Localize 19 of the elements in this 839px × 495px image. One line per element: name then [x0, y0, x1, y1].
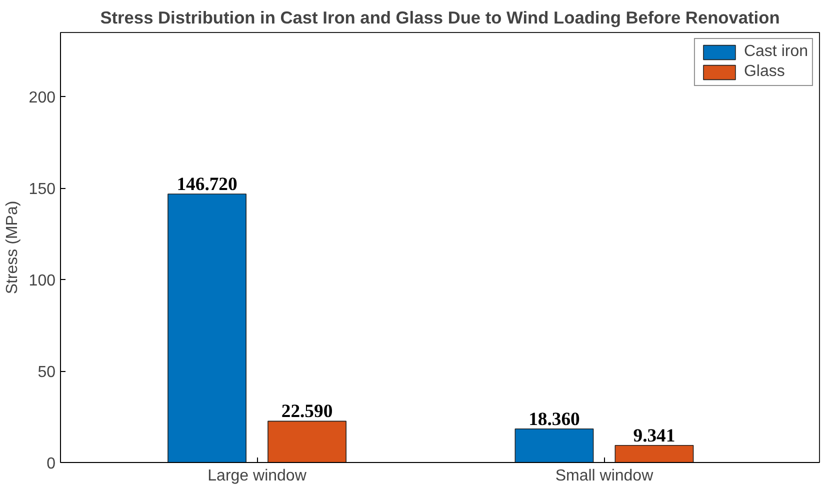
y-tick-label: 150: [28, 181, 56, 198]
y-tick-label: 50: [38, 364, 56, 382]
chart-title: Stress Distribution in Cast Iron and Glass Due to Wind Loading Before Renovation: [100, 8, 780, 28]
bar: [614, 445, 694, 462]
bar: [268, 420, 346, 462]
y-tick-label: 0: [46, 456, 56, 472]
x-tick-label: Large window: [208, 468, 307, 484]
text: 146.720: [176, 174, 238, 196]
x-tick-label: Small window: [555, 468, 654, 484]
legend-label: Glass: [744, 63, 785, 81]
bar: [514, 428, 594, 462]
y-tick-label: 200: [28, 90, 56, 107]
bar: [168, 194, 246, 462]
text: 22.590: [281, 401, 333, 422]
text: 18.360: [528, 408, 580, 430]
text: 9.341: [633, 425, 676, 446]
legend-label: Cast iron: [744, 43, 808, 61]
y-tick-label: 100: [28, 272, 56, 290]
y-axis-title: Stress (MPa): [4, 200, 21, 294]
